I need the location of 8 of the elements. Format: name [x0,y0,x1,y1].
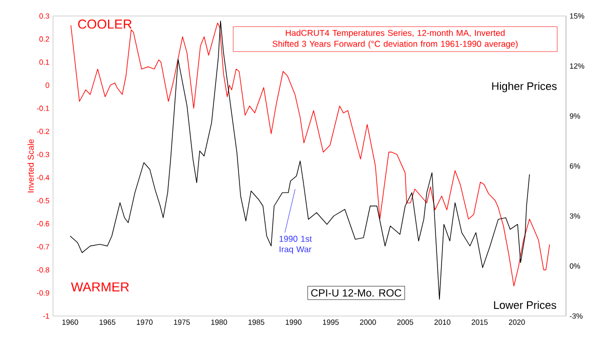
annotation: COOLER [78,20,132,29]
text: CPI-U 12-Mo. ROC [311,289,402,297]
y-axis-title: Inverted Scale [28,139,34,192]
annotation: Lower Prices [494,300,556,309]
annotation: 1990 1st Iraq War [280,236,312,254]
text: HadCRUT4 Temperatures Series, 12-month MA, Inverted Shifted 3 Years Forward (°C deviation from 1961-1990 average) [272,30,518,49]
annotation: WARMER [71,282,129,292]
annotation: Higher Prices [492,82,557,92]
